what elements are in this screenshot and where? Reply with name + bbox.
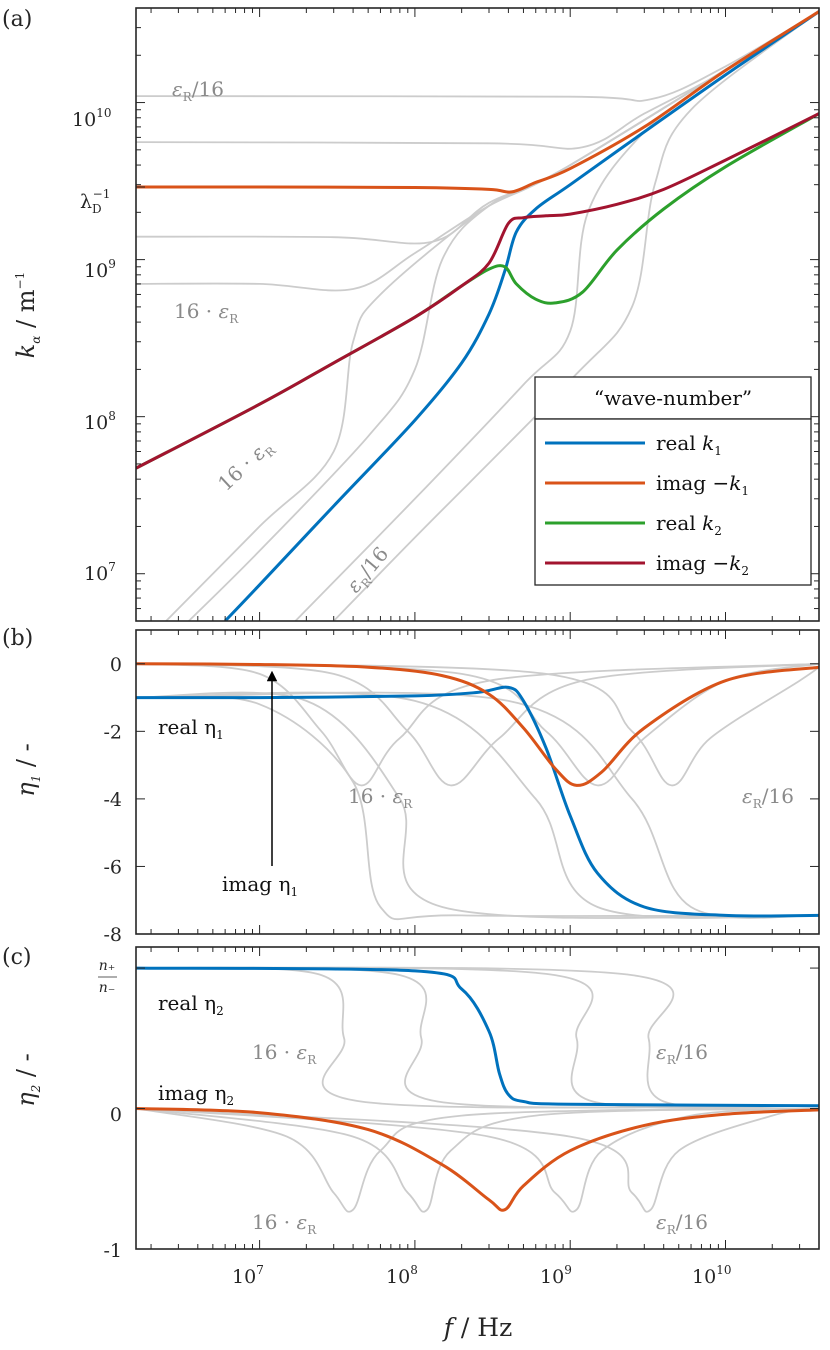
- panel-c-ann-eps-div16-upper: εR/16: [656, 1040, 708, 1067]
- series-real-η1: [136, 685, 819, 918]
- panel-b-series: [136, 662, 819, 918]
- panel-c-ann-real-eta2: real η2: [158, 991, 224, 1018]
- x-axis-label: f / Hz: [442, 1313, 513, 1342]
- legend-box: [534, 418, 812, 586]
- panel-b-axes-box: [135, 629, 820, 935]
- panel-c-ann-16eps-upper: 16 · εR: [252, 1040, 317, 1067]
- gray-curve-b-7: [136, 662, 819, 787]
- legend-title: “wave-number”: [594, 386, 752, 410]
- panel-a-label: (a): [2, 7, 32, 32]
- panel-a-ann-16eps-left: 16 · εR: [174, 299, 239, 326]
- gray-curve-c-0: [136, 966, 819, 1109]
- panel-a-axes-box: [135, 7, 820, 622]
- panel-c-ytick-num: n₊: [99, 958, 115, 974]
- legend: “wave-number” real k1 imag −k1 real k2 i…: [534, 376, 812, 586]
- panel-c-ticks: [136, 947, 820, 1250]
- panel-b-ann-eps-div16: εR/16: [742, 784, 794, 811]
- gray-curve-c-5: [136, 1107, 819, 1213]
- panel-a-ann-eps-div16-diag: εR/16: [341, 542, 395, 599]
- panel-c-ytick-ratio: n₊ n₋: [98, 958, 117, 996]
- legend-entry-imag-k2: imag −k2: [656, 551, 749, 578]
- series-imag--k1: [136, 10, 819, 194]
- gray-curve-c-4: [136, 1107, 819, 1213]
- xtick-1e10: 1010: [692, 1263, 731, 1288]
- xtick-1e7: 107: [232, 1263, 264, 1288]
- panel-c-series: [136, 966, 819, 1212]
- series-imag-η2: [136, 1107, 819, 1212]
- panel-c-gray-curves: [136, 966, 819, 1213]
- panel-c: (c) n₊ n₋ 0 -1 η2 / - real η2 imag η2 16…: [2, 945, 820, 1342]
- gray-curve-c-2: [136, 966, 819, 1109]
- legend-entry-imag-k1: imag −k1: [656, 471, 749, 498]
- panel-b-label: (b): [2, 626, 33, 651]
- panel-b-ytick-m8: -8: [103, 924, 122, 946]
- panel-b-ylabel: η1 / -: [12, 743, 43, 796]
- gray-curve-a-2: [136, 10, 819, 245]
- series-imag-η1: [136, 662, 819, 787]
- panel-b-ann-imag-eta1: imag η1: [222, 872, 298, 899]
- xtick-1e9: 109: [540, 1263, 572, 1288]
- panel-b-ytick-0: 0: [110, 654, 122, 676]
- panel-b-ytick-m2: -2: [103, 721, 122, 743]
- panel-c-ytick-den: n₋: [99, 980, 115, 996]
- panel-a-ytick-1e9: 109: [84, 257, 116, 282]
- panel-a-ytick-1e10: 1010: [72, 106, 111, 131]
- panel-c-ytick-m1: -1: [103, 1240, 122, 1262]
- gray-curve-a-0: [136, 10, 819, 102]
- panel-c-ylabel: η2 / -: [12, 1053, 43, 1106]
- gray-curve-b-6: [136, 662, 819, 787]
- panel-a-ann-16eps-diag: 16 · εR: [213, 434, 279, 498]
- panel-c-axes-box: [135, 946, 820, 1250]
- panel-a-ytick-1e7: 107: [84, 560, 116, 585]
- gray-curve-b-5: [136, 662, 819, 787]
- panel-b-ann-real-eta1: real η1: [158, 715, 224, 742]
- panel-b-ytick-m6: -6: [103, 856, 122, 878]
- series-imag--k2: [136, 112, 819, 470]
- panel-c-ann-eps-div16-lower: εR/16: [656, 1210, 708, 1237]
- panel-b-ann-16eps: 16 · εR: [348, 784, 413, 811]
- gray-curve-a-5: [188, 10, 819, 621]
- series-real-η2: [136, 966, 819, 1108]
- legend-entry-real-k1: real k1: [656, 431, 722, 458]
- panel-a-ann-eps-div16-top: εR/16: [172, 77, 224, 104]
- gray-curve-c-3: [136, 966, 819, 1109]
- panel-b-ticks: [136, 630, 820, 935]
- panel-b-ytick-m4: -4: [103, 789, 122, 811]
- panel-c-ann-16eps-lower: 16 · εR: [252, 1210, 317, 1237]
- series-real-k1: [224, 10, 819, 621]
- gray-curve-b-0: [136, 695, 819, 921]
- panel-c-ann-imag-eta2: imag η2: [158, 1081, 234, 1108]
- xtick-1e8: 108: [386, 1263, 418, 1288]
- panel-a-ylabel: kα / m−1: [12, 272, 43, 358]
- panel-a-ytick-1e8: 108: [84, 409, 116, 434]
- gray-curve-c-6: [136, 1107, 819, 1213]
- gray-curve-c-1: [136, 966, 819, 1109]
- panel-c-ytick-0: 0: [110, 1104, 122, 1126]
- legend-entry-real-k2: real k2: [656, 511, 722, 538]
- panel-c-label: (c): [2, 945, 32, 970]
- panel-b: (b) 0 -2 -4 -6 -8 η1 / - real η1 imag η1…: [2, 626, 820, 946]
- panel-a: (a) 1010 109 108 107 λD−1 kα / m−1 εR/16…: [2, 7, 820, 622]
- gray-curve-a-7: [333, 10, 819, 621]
- panel-a-series: [136, 10, 819, 621]
- gray-curve-b-4: [136, 662, 819, 787]
- panel-a-ytick-lambda-d: λD−1: [80, 187, 110, 216]
- gray-curve-c-7: [136, 1107, 819, 1213]
- panel-a-gray-curves: [136, 10, 819, 621]
- gray-curve-a-3: [136, 10, 819, 292]
